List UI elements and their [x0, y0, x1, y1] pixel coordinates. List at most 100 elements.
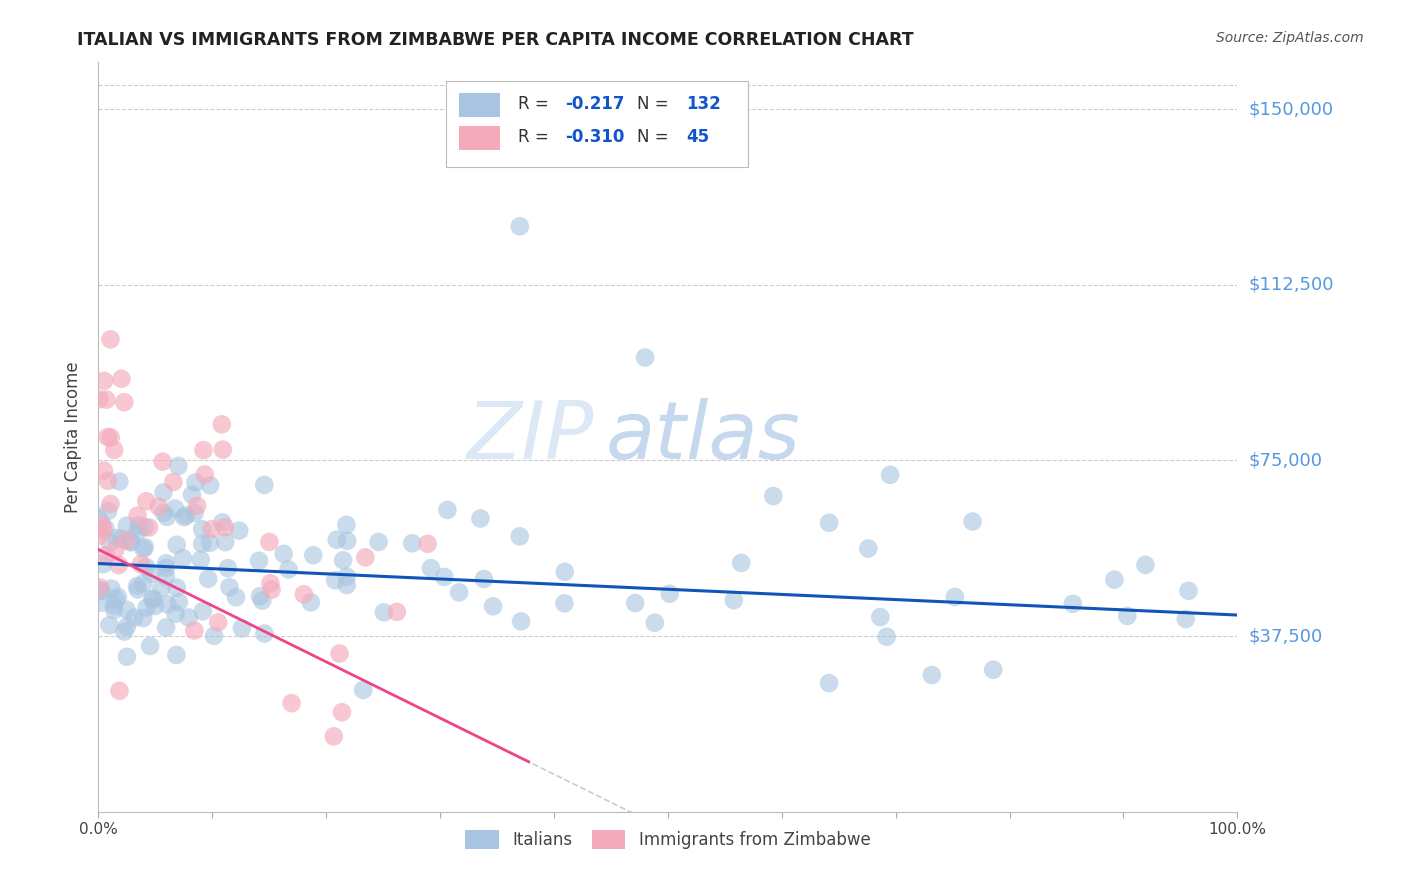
- Point: [139, 639, 162, 653]
- Point: [818, 676, 841, 690]
- Point: [91, 523, 114, 537]
- Point: [231, 621, 253, 635]
- Point: [167, 595, 190, 609]
- Point: [280, 696, 302, 710]
- Point: [193, 443, 215, 458]
- Point: [104, 542, 127, 557]
- Point: [401, 536, 423, 550]
- Point: [336, 578, 359, 592]
- FancyBboxPatch shape: [460, 126, 501, 150]
- Legend: Italians, Immigrants from Zimbabwe: Italians, Immigrants from Zimbabwe: [458, 823, 877, 855]
- Point: [100, 430, 122, 444]
- Point: [127, 524, 149, 539]
- Point: [449, 585, 471, 599]
- Point: [155, 561, 177, 575]
- Point: [129, 557, 152, 571]
- Point: [252, 593, 274, 607]
- Point: [128, 518, 150, 533]
- Point: [142, 591, 165, 606]
- Text: Source: ZipAtlas.com: Source: ZipAtlas.com: [1216, 31, 1364, 45]
- Point: [433, 570, 456, 584]
- Point: [93, 374, 115, 388]
- Point: [150, 581, 173, 595]
- Point: [259, 576, 281, 591]
- Point: [1177, 583, 1199, 598]
- Point: [107, 558, 129, 572]
- Point: [1174, 612, 1197, 626]
- Point: [302, 548, 325, 562]
- Point: [214, 520, 236, 534]
- Point: [420, 561, 443, 575]
- Point: [858, 541, 880, 556]
- Point: [332, 553, 354, 567]
- Point: [259, 535, 281, 549]
- Point: [98, 535, 121, 549]
- Point: [103, 603, 125, 617]
- Point: [127, 582, 149, 597]
- Point: [1135, 558, 1157, 572]
- Point: [93, 464, 115, 478]
- Text: $75,000: $75,000: [1249, 451, 1323, 469]
- Point: [183, 624, 205, 638]
- FancyBboxPatch shape: [460, 93, 501, 117]
- Point: [273, 547, 295, 561]
- Y-axis label: Per Capita Income: Per Capita Income: [65, 361, 83, 513]
- Point: [225, 591, 247, 605]
- Point: [127, 579, 149, 593]
- Point: [470, 511, 492, 525]
- Point: [385, 605, 408, 619]
- Point: [553, 596, 575, 610]
- Point: [152, 455, 174, 469]
- Point: [354, 550, 377, 565]
- Point: [202, 629, 225, 643]
- Point: [105, 531, 128, 545]
- Text: R =: R =: [517, 128, 548, 145]
- Text: 132: 132: [686, 95, 721, 112]
- Text: 45: 45: [686, 128, 709, 145]
- Point: [104, 592, 127, 607]
- Point: [214, 535, 236, 549]
- Point: [110, 372, 132, 386]
- Point: [96, 430, 118, 444]
- Text: ITALIAN VS IMMIGRANTS FROM ZIMBABWE PER CAPITA INCOME CORRELATION CHART: ITALIAN VS IMMIGRANTS FROM ZIMBABWE PER …: [77, 31, 914, 49]
- Point: [96, 392, 118, 407]
- Point: [876, 630, 898, 644]
- Point: [103, 599, 125, 613]
- Point: [211, 417, 233, 432]
- Point: [156, 509, 179, 524]
- Point: [723, 593, 745, 607]
- Point: [152, 485, 174, 500]
- Point: [166, 581, 188, 595]
- Point: [644, 615, 666, 630]
- Point: [120, 534, 142, 549]
- Point: [218, 580, 240, 594]
- Point: [217, 561, 239, 575]
- Point: [260, 582, 283, 597]
- Point: [127, 508, 149, 523]
- Point: [624, 596, 647, 610]
- Point: [184, 475, 207, 490]
- Point: [335, 517, 357, 532]
- Point: [183, 506, 205, 520]
- Text: $37,500: $37,500: [1249, 627, 1323, 645]
- Text: N =: N =: [637, 95, 669, 112]
- Point: [89, 529, 111, 543]
- Point: [174, 508, 197, 523]
- Point: [155, 569, 177, 583]
- Point: [879, 467, 901, 482]
- Point: [98, 618, 121, 632]
- Text: -0.217: -0.217: [565, 95, 624, 112]
- Point: [186, 499, 208, 513]
- Point: [134, 520, 156, 534]
- Point: [111, 532, 134, 546]
- Point: [89, 392, 111, 407]
- Point: [141, 566, 163, 581]
- Point: [135, 494, 157, 508]
- Point: [181, 488, 204, 502]
- Point: [91, 518, 114, 533]
- Point: [177, 610, 200, 624]
- Point: [1062, 597, 1084, 611]
- Point: [197, 572, 219, 586]
- Point: [115, 649, 138, 664]
- Point: [292, 587, 315, 601]
